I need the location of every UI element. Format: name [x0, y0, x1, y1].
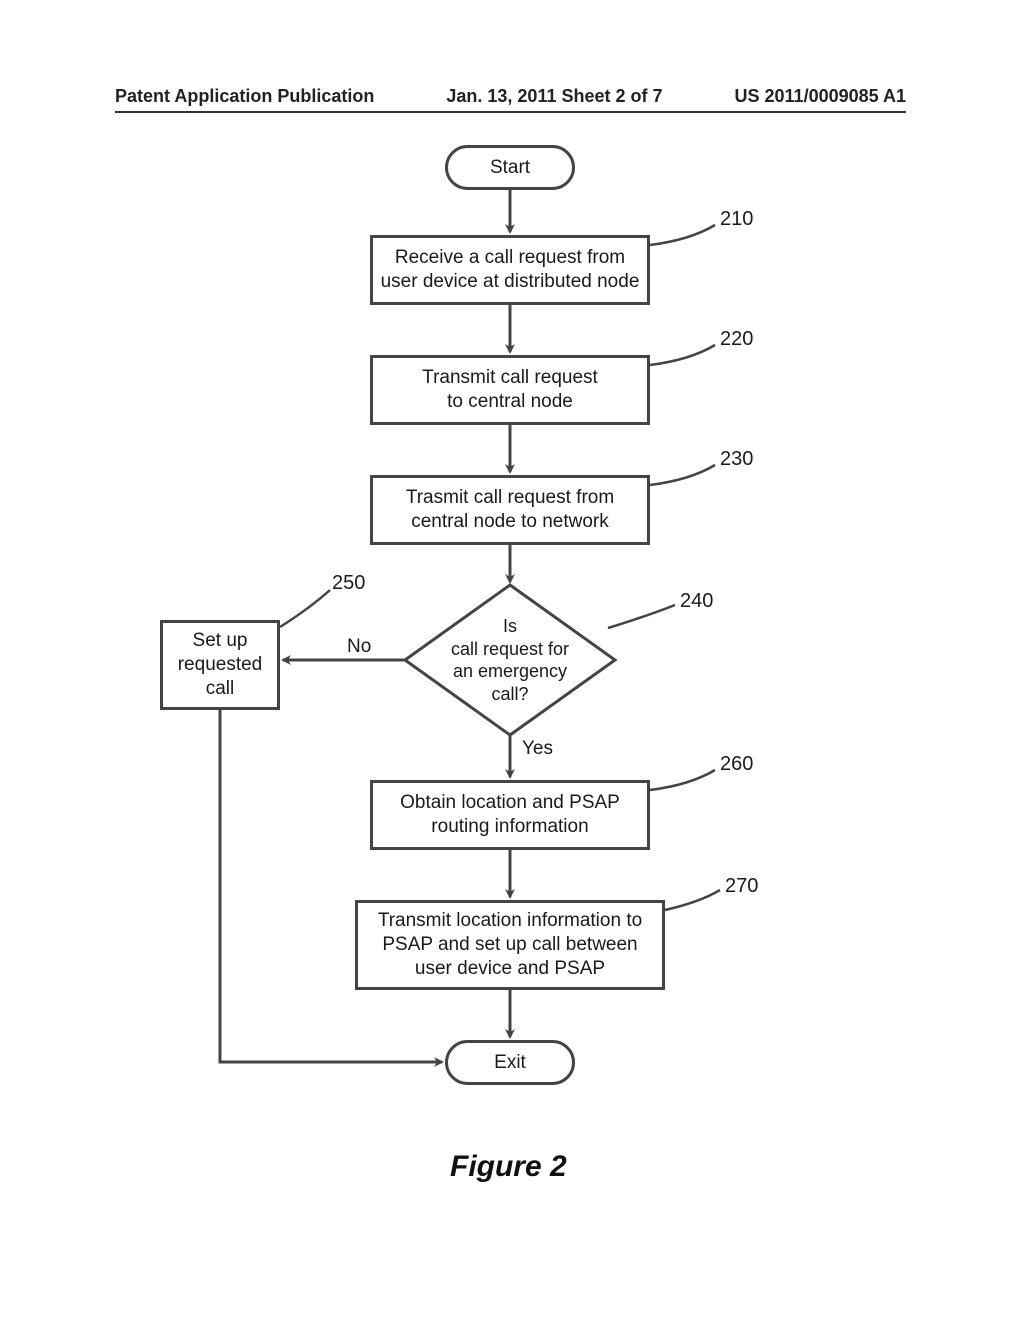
terminator-start: Start	[445, 145, 575, 190]
process-250: Set up requested call	[160, 620, 280, 710]
ref-250: 250	[332, 572, 365, 595]
n250-label: Set up requested call	[178, 629, 263, 700]
header-right: US 2011/0009085 A1	[735, 86, 906, 107]
process-270: Transmit location information to PSAP an…	[355, 900, 665, 990]
n270-label: Transmit location information to PSAP an…	[378, 909, 642, 980]
header-left: Patent Application Publication	[115, 86, 374, 107]
page-header: Patent Application Publication Jan. 13, …	[115, 86, 906, 113]
n210-label: Receive a call request from user device …	[381, 246, 640, 294]
figure-caption: Figure 2	[450, 1150, 567, 1184]
flowchart-canvas: Start Receive a call request from user d…	[0, 130, 1024, 1230]
ref-210: 210	[720, 208, 753, 231]
terminator-exit: Exit	[445, 1040, 575, 1085]
edge-yes-label: Yes	[520, 738, 555, 760]
edge-no-label: No	[345, 636, 373, 658]
process-220: Transmit call request to central node	[370, 355, 650, 425]
start-label: Start	[490, 156, 530, 180]
process-230: Trasmit call request from central node t…	[370, 475, 650, 545]
exit-label: Exit	[494, 1051, 526, 1075]
n240-label: Is call request for an emergency call?	[451, 615, 569, 705]
ref-270: 270	[725, 875, 758, 898]
decision-240: Is call request for an emergency call?	[410, 600, 610, 720]
ref-220: 220	[720, 328, 753, 351]
n260-label: Obtain location and PSAP routing informa…	[400, 791, 620, 839]
ref-260: 260	[720, 753, 753, 776]
ref-240: 240	[680, 590, 713, 613]
ref-230: 230	[720, 448, 753, 471]
process-260: Obtain location and PSAP routing informa…	[370, 780, 650, 850]
n220-label: Transmit call request to central node	[422, 366, 598, 414]
process-210: Receive a call request from user device …	[370, 235, 650, 305]
page: Patent Application Publication Jan. 13, …	[0, 0, 1024, 1320]
n230-label: Trasmit call request from central node t…	[406, 486, 614, 534]
header-center: Jan. 13, 2011 Sheet 2 of 7	[446, 86, 662, 107]
